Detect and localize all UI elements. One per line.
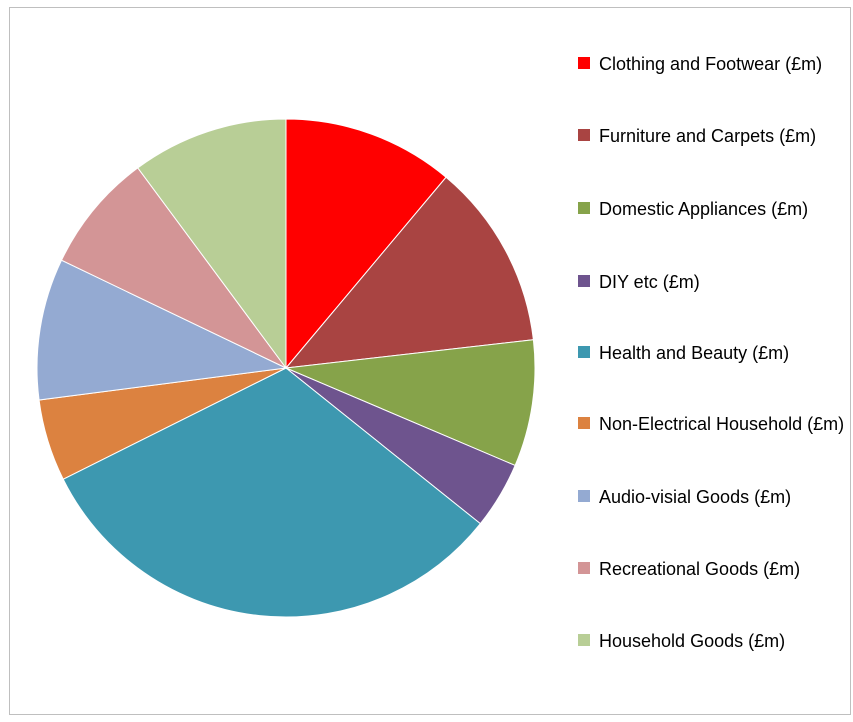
legend-item: DIY etc (£m) <box>578 270 851 294</box>
legend-label: DIY etc (£m) <box>599 272 700 292</box>
legend-swatch <box>578 129 590 141</box>
pie-slice <box>137 118 287 370</box>
legend-label: Domestic Appliances (£m) <box>599 199 809 219</box>
legend-item: Furniture and Carpets (£m) <box>578 124 851 148</box>
legend-swatch <box>578 346 590 358</box>
pie-chart <box>36 118 536 618</box>
legend-item: Household Goods (£m) <box>578 629 851 653</box>
legend-swatch <box>578 417 590 429</box>
legend-label: Furniture and Carpets (£m) <box>599 126 817 146</box>
legend-label: Recreational Goods (£m) <box>599 559 801 579</box>
legend-item: Clothing and Footwear (£m) <box>578 52 851 76</box>
pie-slice <box>284 339 536 467</box>
legend-swatch <box>578 634 590 646</box>
legend-label: Audio-visial Goods (£m) <box>599 487 792 507</box>
legend-label: Non-Electrical Household (£m) <box>599 414 845 434</box>
legend-label: Health and Beauty (£m) <box>599 343 790 363</box>
legend-swatch <box>578 562 590 574</box>
legend-swatch <box>578 202 590 214</box>
legend-item: Recreational Goods (£m) <box>578 557 851 581</box>
pie-slice <box>62 367 482 618</box>
legend-item: Non-Electrical Household (£m) <box>578 412 851 436</box>
chart-area: Clothing and Footwear (£m) Furniture and … <box>9 7 851 715</box>
pie-slice <box>284 176 534 369</box>
legend-swatch <box>578 490 590 502</box>
legend-label: Household Goods (£m) <box>599 631 786 651</box>
legend-swatch <box>578 275 590 287</box>
pie-slice <box>36 259 288 401</box>
pie-slice <box>285 118 447 370</box>
legend-label: Clothing and Footwear (£m) <box>599 54 823 74</box>
legend-swatch <box>578 57 590 69</box>
legend-item: Domestic Appliances (£m) <box>578 197 851 221</box>
pie-slice <box>60 167 287 369</box>
legend-item: Audio-visial Goods (£m) <box>578 485 851 509</box>
legend-item: Health and Beauty (£m) <box>578 341 851 365</box>
